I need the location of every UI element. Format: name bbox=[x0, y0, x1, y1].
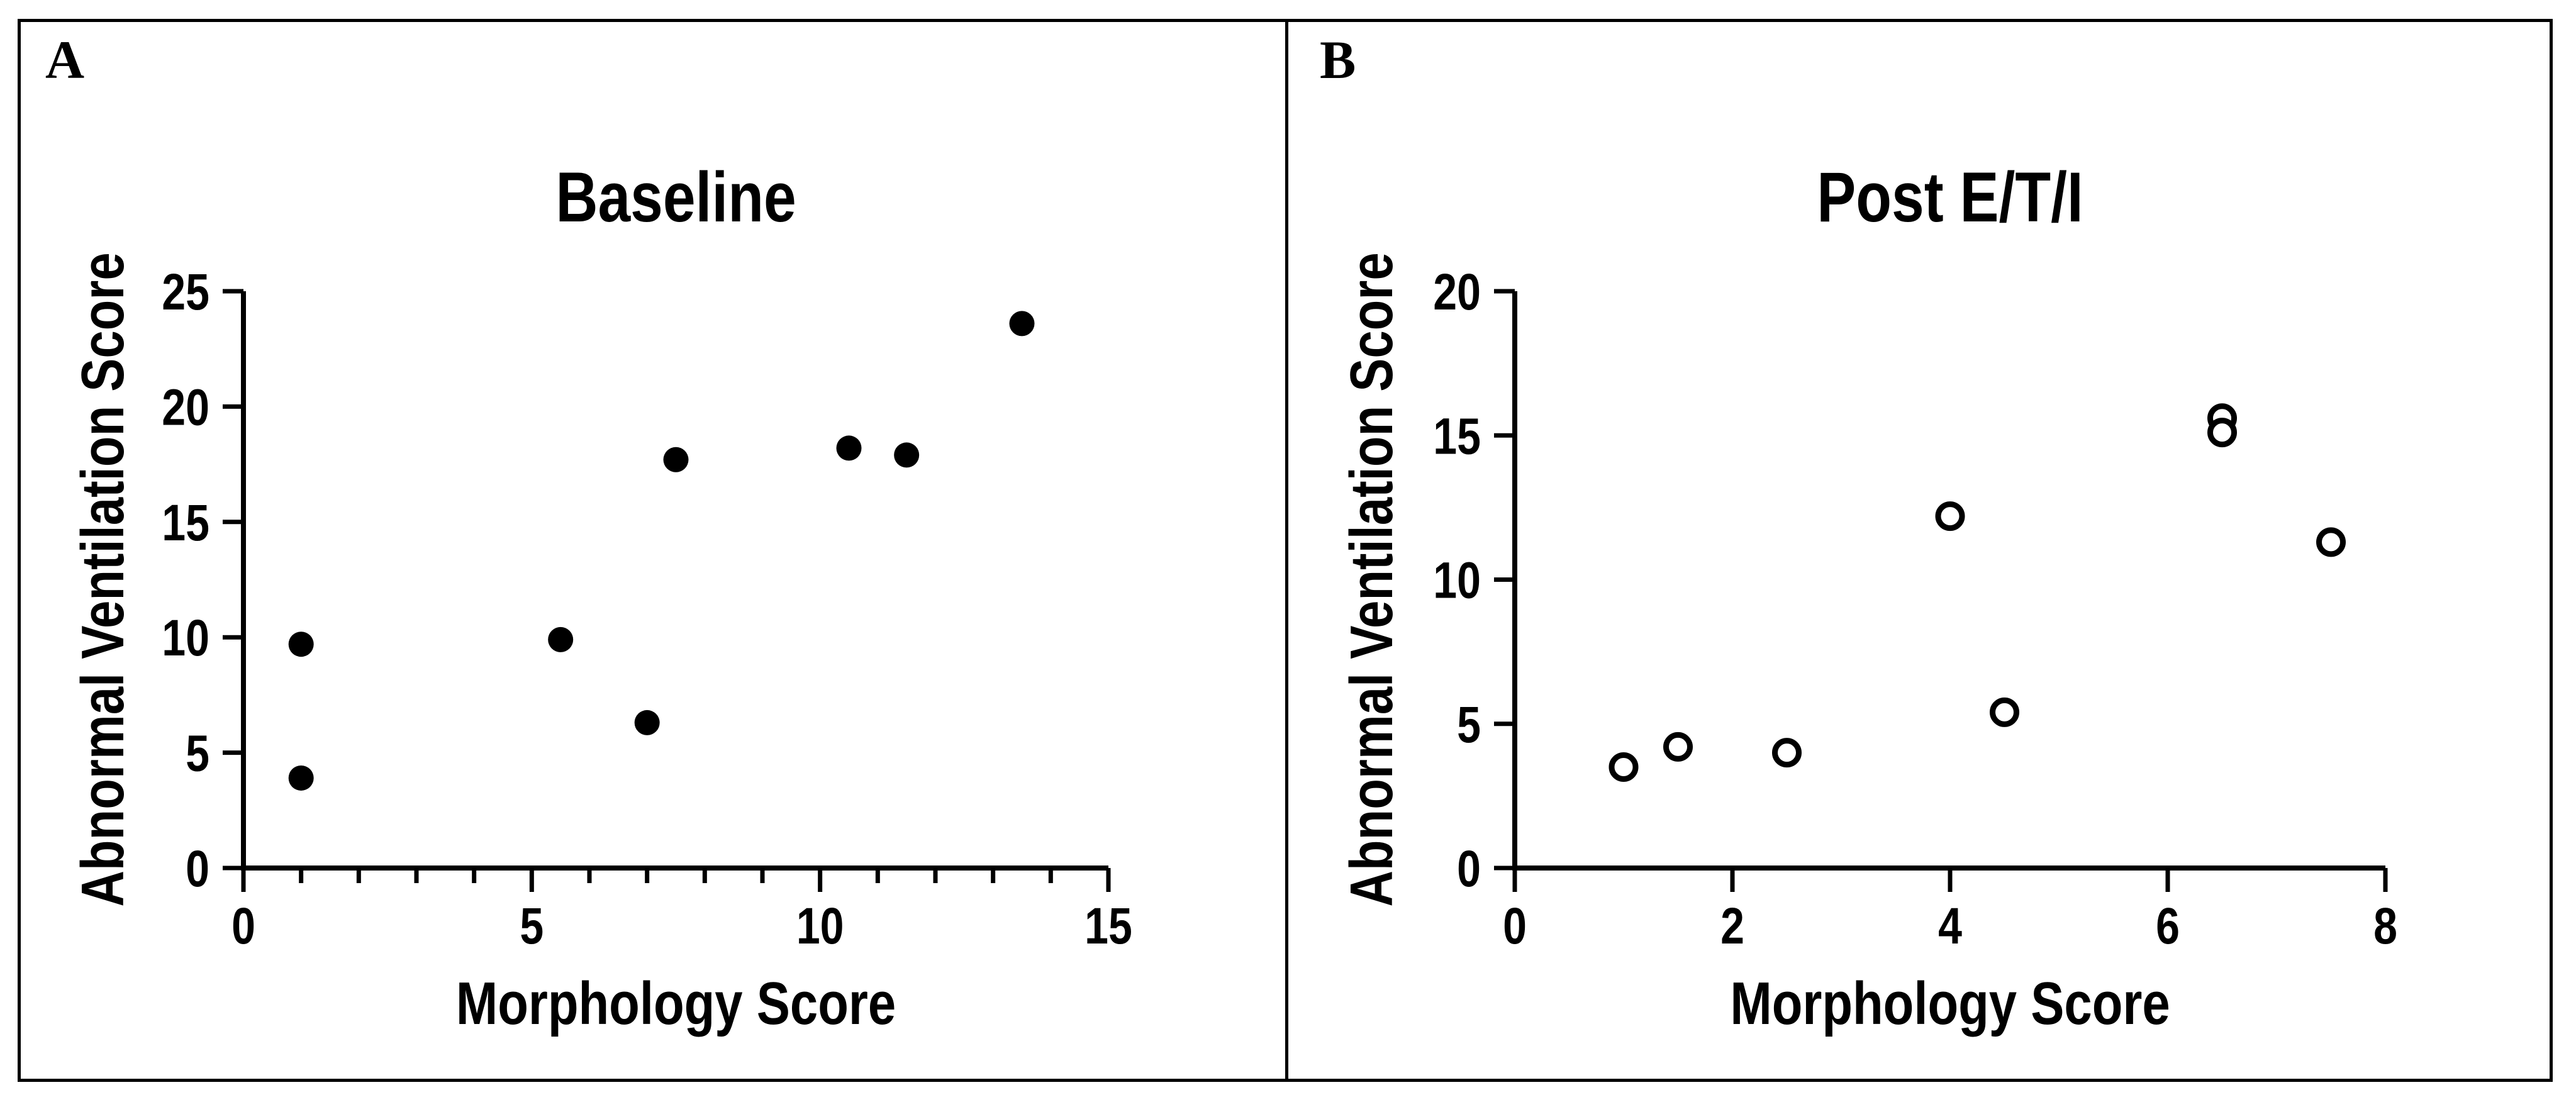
y-tick-label: 5 bbox=[186, 725, 209, 782]
baseline-scatter-chart: 0 5 10 15 20 25 0 5 10 15 Baseline Morphology Score… bbox=[69, 158, 1132, 1037]
x-tick-label: 0 bbox=[1503, 897, 1527, 954]
y-tick-label: 20 bbox=[162, 378, 209, 435]
x-tick-label: 0 bbox=[231, 897, 255, 954]
data-point bbox=[2207, 418, 2237, 448]
panel-a-label: A bbox=[45, 30, 85, 90]
post-eti-scatter-chart: 0 5 10 15 20 0 2 4 6 8 Post E/T/I Morphology Score A… bbox=[1337, 158, 2397, 1037]
x-axis-label: Morphology Score bbox=[456, 969, 896, 1037]
panel-divider bbox=[1285, 19, 1288, 1082]
data-point bbox=[894, 442, 920, 468]
data-point bbox=[288, 632, 314, 657]
data-point bbox=[288, 765, 314, 791]
data-point bbox=[1935, 501, 1965, 532]
data-point bbox=[548, 626, 574, 652]
data-point bbox=[1663, 732, 1693, 762]
x-axis-label: Morphology Score bbox=[1730, 969, 2170, 1037]
data-point bbox=[1772, 738, 1802, 768]
x-tick-label: 2 bbox=[1720, 897, 1744, 954]
y-tick-label: 0 bbox=[1457, 840, 1481, 897]
y-tick-label: 0 bbox=[186, 840, 209, 897]
chart-title: Post E/T/I bbox=[1817, 158, 2083, 237]
panel-b-label: B bbox=[1320, 30, 1356, 90]
x-tick-label: 4 bbox=[1938, 897, 1962, 954]
y-tick-label: 10 bbox=[162, 609, 209, 666]
x-tick-label: 8 bbox=[2373, 897, 2397, 954]
data-point bbox=[663, 447, 689, 472]
x-tick-label: 6 bbox=[2156, 897, 2180, 954]
x-tick-label: 5 bbox=[520, 897, 544, 954]
x-tick-label: 10 bbox=[796, 897, 844, 954]
data-point bbox=[2316, 527, 2346, 557]
y-tick-label: 10 bbox=[1433, 552, 1481, 609]
y-axis-label: Abnormal Ventilation Score bbox=[1337, 252, 1405, 906]
y-tick-label: 25 bbox=[162, 263, 209, 320]
y-tick-label: 15 bbox=[1433, 407, 1481, 464]
data-point bbox=[1009, 311, 1035, 337]
y-tick-label: 5 bbox=[1457, 696, 1481, 753]
y-axis-label: Abnormal Ventilation Score bbox=[69, 252, 137, 906]
x-tick-label: 15 bbox=[1084, 897, 1132, 954]
y-tick-label: 15 bbox=[162, 494, 209, 551]
chart-title: Baseline bbox=[555, 158, 796, 237]
data-point bbox=[1609, 752, 1639, 782]
data-point bbox=[1990, 697, 2019, 727]
data-point bbox=[836, 435, 862, 461]
data-point bbox=[634, 710, 660, 735]
y-tick-label: 20 bbox=[1433, 263, 1481, 320]
